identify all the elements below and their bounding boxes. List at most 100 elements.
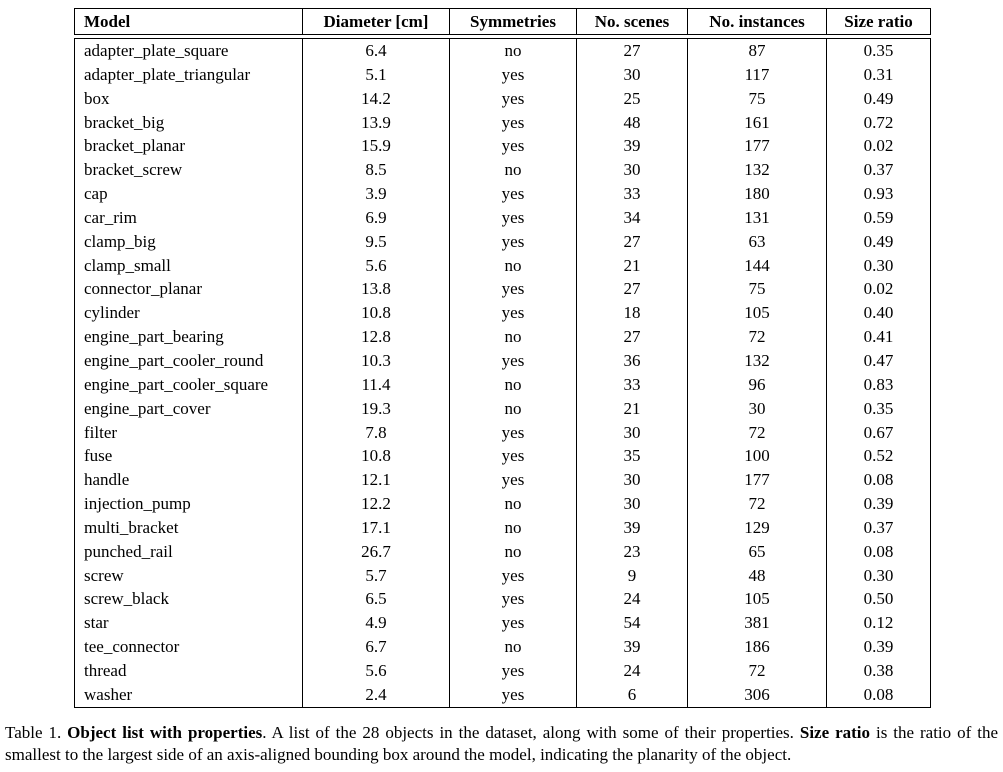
value-cell: no [449, 396, 577, 421]
value-cell: 3.9 [302, 182, 450, 206]
value-cell: yes [449, 563, 577, 588]
value-cell: 129 [687, 515, 827, 540]
value-cell: 23 [576, 539, 688, 564]
double-rule-gap [74, 34, 931, 39]
value-cell: no [449, 253, 577, 278]
value-cell: 9 [576, 563, 688, 588]
value-cell: 19.3 [302, 396, 450, 421]
value-cell: 144 [687, 253, 827, 278]
value-cell: 0.35 [826, 396, 931, 421]
value-cell: 0.39 [826, 635, 931, 659]
value-cell: 0.49 [826, 86, 931, 111]
value-cell: 0.08 [826, 682, 931, 708]
value-cell: yes [449, 658, 577, 683]
value-cell: 27 [576, 277, 688, 302]
value-cell: 0.35 [826, 38, 931, 63]
model-name-cell: star [74, 611, 303, 636]
value-cell: 177 [687, 468, 827, 493]
value-cell: 0.67 [826, 420, 931, 445]
value-cell: 39 [576, 635, 688, 659]
table-row: engine_part_cooler_square 11.4 no 33 96 0.83 [74, 372, 931, 397]
model-name-cell: multi_bracket [74, 515, 303, 540]
value-cell: 0.12 [826, 611, 931, 636]
value-cell: yes [449, 468, 577, 493]
value-cell: 24 [576, 587, 688, 612]
value-cell: 30 [576, 468, 688, 493]
value-cell: yes [449, 277, 577, 302]
model-name-cell: punched_rail [74, 539, 303, 564]
header-double-rule [74, 34, 931, 39]
value-cell: yes [449, 182, 577, 206]
model-name-cell: adapter_plate_triangular [74, 62, 303, 87]
table-body: adapter_plate_square 6.4 no 27 87 0.35 adapter… [74, 38, 931, 708]
value-cell: 117 [687, 62, 827, 87]
value-cell: yes [449, 229, 577, 254]
model-name-cell: washer [74, 682, 303, 708]
value-cell: 8.5 [302, 158, 450, 183]
caption-segment: is the ratio of the smallest to the larg… [5, 723, 998, 764]
table-row: tee_connector 6.7 no 39 186 0.39 [74, 635, 931, 659]
column-header-size-ratio: Size ratio [826, 8, 931, 35]
model-name-cell: box [74, 86, 303, 111]
column-header-no-scenes: No. scenes [576, 8, 688, 35]
value-cell: 186 [687, 635, 827, 659]
value-cell: 0.47 [826, 348, 931, 373]
model-name-cell: fuse [74, 444, 303, 469]
value-cell: no [449, 38, 577, 63]
model-name-cell: engine_part_cooler_round [74, 348, 303, 373]
value-cell: 27 [576, 325, 688, 349]
table-row: screw 5.7 yes 9 48 0.30 [74, 563, 931, 588]
table-row: engine_part_bearing 12.8 no 27 72 0.41 [74, 325, 931, 349]
column-header-symmetries: Symmetries [449, 8, 577, 35]
table-row: cylinder 10.8 yes 18 105 0.40 [74, 301, 931, 326]
value-cell: 6.7 [302, 635, 450, 659]
header-row: Model Diameter [cm] Symmetries No. scene… [74, 8, 931, 35]
value-cell: 0.93 [826, 182, 931, 206]
model-name-cell: bracket_planar [74, 134, 303, 159]
model-name-cell: bracket_big [74, 110, 303, 135]
value-cell: 87 [687, 38, 827, 63]
value-cell: 0.08 [826, 539, 931, 564]
value-cell: 0.37 [826, 515, 931, 540]
table-row: bracket_planar 15.9 yes 39 177 0.02 [74, 134, 931, 159]
value-cell: 0.39 [826, 492, 931, 516]
table-row: handle 12.1 yes 30 177 0.08 [74, 468, 931, 493]
table-row: multi_bracket 17.1 no 39 129 0.37 [74, 515, 931, 540]
value-cell: 27 [576, 38, 688, 63]
table-row: injection_pump 12.2 no 30 72 0.39 [74, 492, 931, 516]
value-cell: no [449, 515, 577, 540]
value-cell: 30 [576, 62, 688, 87]
value-cell: 65 [687, 539, 827, 564]
value-cell: yes [449, 611, 577, 636]
value-cell: 0.30 [826, 253, 931, 278]
value-cell: 18 [576, 301, 688, 326]
model-name-cell: engine_part_cover [74, 396, 303, 421]
value-cell: 54 [576, 611, 688, 636]
object-properties-table: Model Diameter [cm] Symmetries No. scene… [74, 8, 931, 708]
table-row: filter 7.8 yes 30 72 0.67 [74, 420, 931, 445]
value-cell: 0.40 [826, 301, 931, 326]
value-cell: 12.8 [302, 325, 450, 349]
value-cell: yes [449, 444, 577, 469]
value-cell: 15.9 [302, 134, 450, 159]
value-cell: 12.2 [302, 492, 450, 516]
caption-segment: Table 1. [5, 723, 68, 742]
value-cell: 5.1 [302, 62, 450, 87]
model-name-cell: clamp_big [74, 229, 303, 254]
table-row: engine_part_cover 19.3 no 21 30 0.35 [74, 396, 931, 421]
caption-segment: Size ratio [799, 723, 871, 742]
model-name-cell: cylinder [74, 301, 303, 326]
value-cell: 0.83 [826, 372, 931, 397]
value-cell: 25 [576, 86, 688, 111]
value-cell: yes [449, 682, 577, 708]
value-cell: 131 [687, 205, 827, 230]
value-cell: 72 [687, 325, 827, 349]
value-cell: 10.3 [302, 348, 450, 373]
value-cell: yes [449, 348, 577, 373]
value-cell: 36 [576, 348, 688, 373]
table-row: screw_black 6.5 yes 24 105 0.50 [74, 587, 931, 612]
value-cell: 180 [687, 182, 827, 206]
value-cell: 5.7 [302, 563, 450, 588]
model-name-cell: connector_planar [74, 277, 303, 302]
value-cell: 12.1 [302, 468, 450, 493]
